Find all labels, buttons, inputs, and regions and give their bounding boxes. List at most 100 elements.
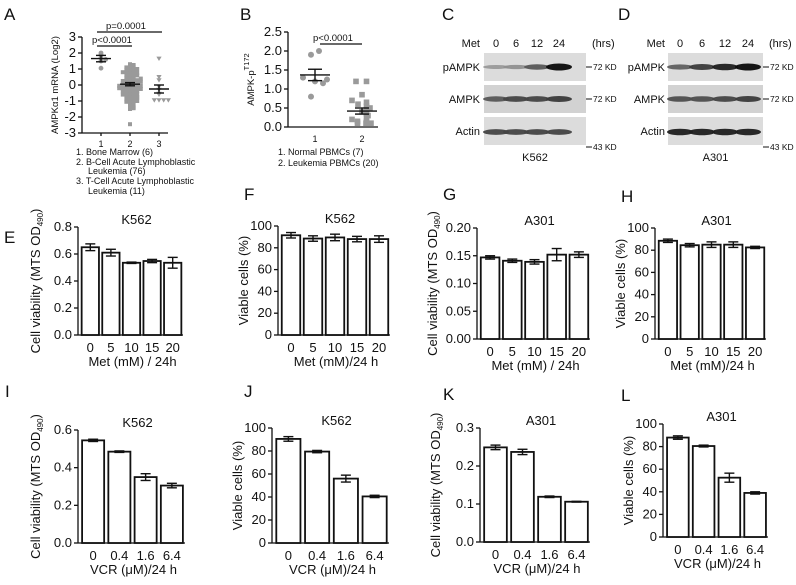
y-axis-label-end: ): [28, 414, 43, 418]
y-tick-label: 40: [252, 489, 266, 504]
blot-band: [689, 128, 715, 136]
y-axis-label-f: Viable cells (%): [236, 236, 251, 325]
bar: [723, 243, 744, 340]
x-tick-label: 0: [486, 344, 493, 359]
y-tick-label: 0.00: [446, 331, 471, 346]
x-tick-label: 1.6: [720, 542, 738, 557]
y-tick-label: 0: [650, 529, 657, 544]
y-axis-label-text: Viable cells (%): [613, 239, 628, 328]
x-tick-label: 1.6: [337, 548, 355, 563]
timepoint-label: 12: [531, 38, 543, 50]
data-point: [124, 94, 129, 99]
x-tick-label: 5: [509, 344, 516, 359]
panel-label-d: D: [618, 5, 630, 24]
blot-band: [546, 63, 572, 71]
y-tick-label: 0.8: [54, 219, 72, 234]
bar: [691, 445, 716, 538]
y-tick-label: 0.0: [264, 119, 282, 134]
y-axis-label-a: AMPKα1 mRNA (Log2): [50, 36, 61, 134]
bar: [304, 450, 331, 544]
y-tick-label: 80: [643, 439, 657, 454]
data-point: [308, 93, 314, 100]
x-tick-label: 3: [156, 139, 161, 149]
y-axis-e: 0.0 0.2 0.4 0.6 0.8: [54, 219, 79, 342]
panel-label-a: A: [4, 5, 16, 24]
data-point: [124, 97, 129, 102]
chart-title-j: K562: [321, 413, 351, 428]
y-tick-label: 0.6: [54, 422, 72, 437]
data-point: [156, 78, 162, 83]
data-point: [320, 80, 326, 87]
data-point: [128, 76, 132, 81]
blot-band: [503, 64, 529, 70]
x-tick-label: 0.4: [695, 542, 713, 557]
x-tick-label: 1.6: [540, 547, 558, 562]
x-axis-label-f: Met (mM)/24 h: [294, 354, 379, 369]
x-tick-label: 6.4: [366, 548, 384, 563]
data-point: [363, 107, 370, 113]
x-tick-label: 20: [165, 340, 179, 355]
data-point: [354, 120, 361, 126]
y-tick-label: 0.3: [456, 420, 474, 435]
timepoint-label: 24: [742, 38, 754, 50]
data-point: [156, 98, 162, 103]
y-tick-label: 0.5: [264, 100, 282, 115]
y-tick-label: 0.05: [446, 303, 471, 318]
timepoint-label: 6: [699, 38, 705, 50]
y-tick-label: 0.20: [446, 220, 471, 235]
x-tick-label: 15: [726, 344, 740, 359]
panel-label-e: E: [4, 228, 15, 247]
bar: [133, 476, 158, 544]
bar: [701, 243, 722, 340]
data-point: [135, 73, 140, 78]
unit-label: (hrs): [769, 38, 792, 50]
y-axis-label-text: Cell viability (MTS OD: [428, 430, 443, 557]
data-point: [135, 78, 140, 83]
data-point: [316, 48, 322, 54]
y-tick-label: -3: [64, 125, 76, 140]
bar: [666, 436, 690, 538]
y-axis-label-subscript: 490: [433, 215, 442, 229]
bar: [163, 261, 183, 336]
blot-band: [735, 63, 761, 71]
data-point: [131, 64, 136, 69]
x-tick-label: 0.4: [110, 548, 128, 563]
data-point: [300, 74, 306, 81]
bar: [502, 259, 523, 340]
data-point: [128, 98, 132, 103]
data-point: [135, 83, 140, 87]
y-tick-label: 1: [69, 61, 76, 76]
x-tick-label: 6.4: [746, 542, 764, 557]
panel-label-h: H: [621, 187, 633, 206]
blots-layer: Met 0 6 12 24 (hrs) pAMPK 72 KD AMPK 72 KD Actin 43…: [443, 38, 794, 164]
x-tick-label: 5: [309, 340, 316, 355]
y-axis-label-end: ): [425, 211, 440, 215]
y-axis-j: 0 20 40 60 80 100: [244, 420, 273, 550]
blot-band: [503, 129, 529, 135]
data-point: [135, 71, 140, 75]
panel-label-c: C: [442, 5, 454, 24]
significance-label: p<0.0001: [313, 33, 353, 44]
legend-note: 2. Leukemia PBMCs (20): [278, 158, 379, 168]
data-point: [120, 83, 125, 87]
y-axis-i: 0.0 0.2 0.4 0.6: [54, 422, 79, 550]
bar: [657, 239, 678, 340]
y-axis-label-text: Cell viability (MTS OD: [28, 226, 43, 353]
y-tick-label: 0.6: [54, 246, 72, 261]
treatment-label: Met: [647, 38, 665, 50]
data-point: [131, 102, 136, 107]
bar: [107, 450, 132, 544]
blot-row-label: Actin: [456, 126, 480, 138]
data-point: [363, 78, 370, 85]
legend-note: Leukemia (11): [88, 186, 145, 196]
y-axis-label-text: Cell viability (MTS OD: [425, 229, 440, 356]
data-point: [128, 107, 132, 111]
blot-band: [483, 65, 509, 69]
data-point: [138, 79, 143, 84]
legend-note: 2. B-Cell Acute Lymphoblastic: [76, 157, 196, 167]
y-tick-label: -1: [64, 93, 76, 108]
x-tick-label: 5: [686, 344, 693, 359]
western-blot-c: Met 0 6 12 24 (hrs) pAMPK 72 KD AMPK 72 KD Actin 43…: [443, 38, 617, 164]
y-tick-label: 20: [643, 506, 657, 521]
y-axis-label-k: Cell viability (MTS OD490): [428, 413, 445, 558]
